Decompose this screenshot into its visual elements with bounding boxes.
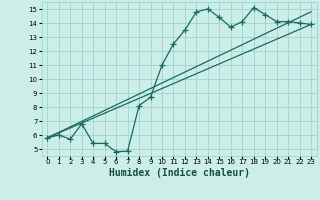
X-axis label: Humidex (Indice chaleur): Humidex (Indice chaleur): [109, 168, 250, 178]
